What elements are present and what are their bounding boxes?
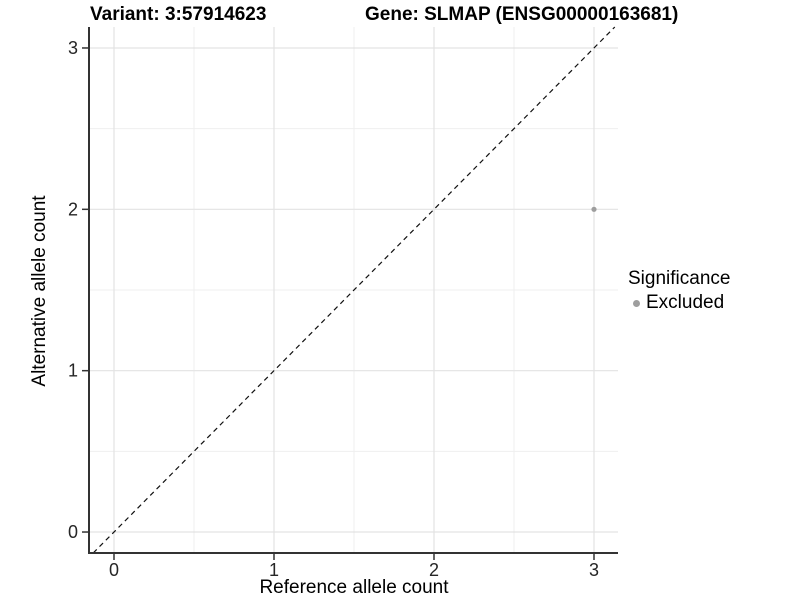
y-tick-label: 0 xyxy=(68,522,78,542)
x-tick-label: 2 xyxy=(429,560,439,580)
x-tick-label: 1 xyxy=(269,560,279,580)
plot-title-variant: Variant: 3:57914623 xyxy=(90,4,267,25)
data-point xyxy=(591,206,597,212)
y-tick-label: 1 xyxy=(68,361,78,381)
legend-point-icon xyxy=(633,299,640,307)
y-tick-label: 3 xyxy=(68,38,78,58)
x-tick-label: 3 xyxy=(589,560,599,580)
y-axis-title: Alternative allele count xyxy=(29,195,50,387)
y-tick-label: 2 xyxy=(68,199,78,219)
x-axis-title: Reference allele count xyxy=(259,577,449,598)
legend-item-label: Excluded xyxy=(646,292,725,313)
x-tick-label: 0 xyxy=(109,560,119,580)
plot-title-gene: Gene: SLMAP (ENSG00000163681) xyxy=(365,4,679,25)
identity-line xyxy=(92,26,616,554)
legend-item-excluded: Excluded xyxy=(628,292,730,314)
legend-title: Significance xyxy=(628,268,731,289)
legend: Significance Excluded xyxy=(628,268,730,314)
